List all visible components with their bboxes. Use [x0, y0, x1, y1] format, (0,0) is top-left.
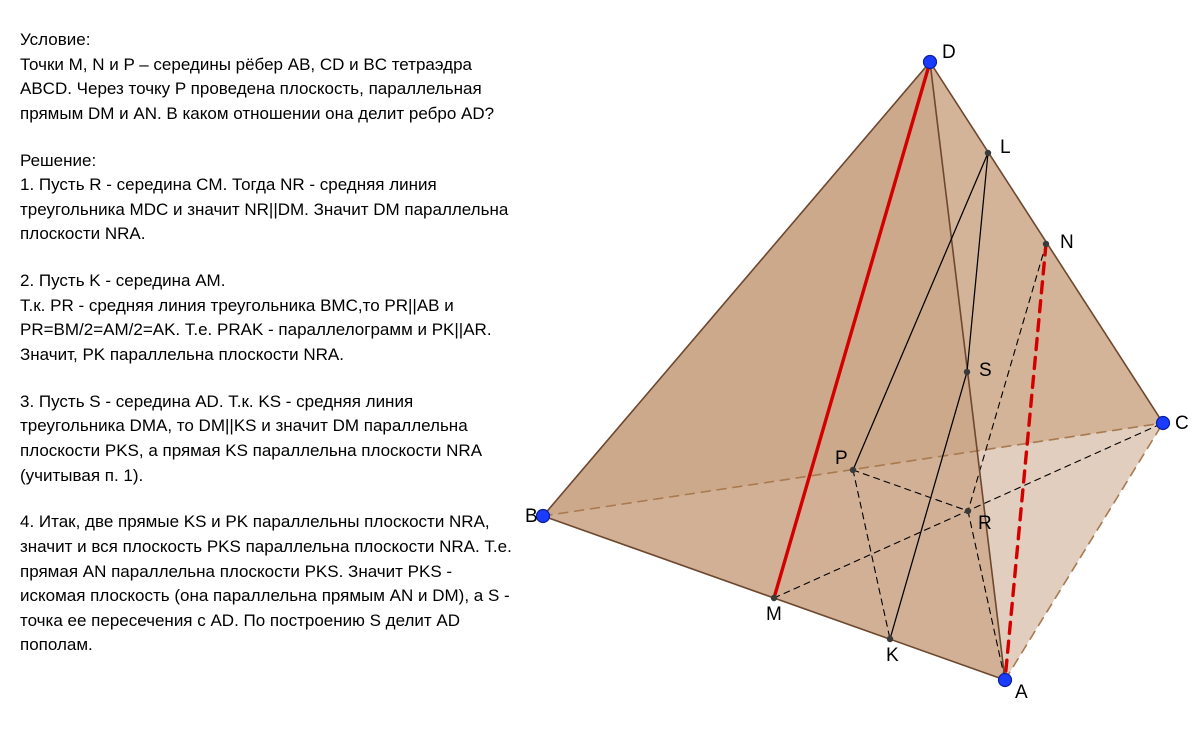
step-1: 1. Пусть R - середина CM. Тогда NR - сре…	[20, 173, 515, 247]
step-2: 2. Пусть K - середина AM. Т.к. PR - сред…	[20, 269, 515, 368]
condition-body: Точки M, N и P – середины рёбер AB, CD и…	[20, 53, 515, 127]
diagram-svg: A B C D M N P K R S L	[515, 0, 1200, 737]
svg-text:K: K	[886, 645, 899, 666]
svg-text:L: L	[1000, 137, 1011, 158]
svg-text:R: R	[978, 513, 992, 534]
svg-text:S: S	[979, 360, 992, 381]
tetrahedron-diagram: A B C D M N P K R S L	[515, 0, 1200, 737]
svg-text:M: M	[766, 604, 782, 625]
svg-text:C: C	[1175, 413, 1189, 434]
solution-header: Решение:	[20, 149, 515, 174]
svg-text:B: B	[525, 506, 538, 527]
svg-text:D: D	[942, 42, 956, 63]
step-4: 4. Итак, две прямые KS и PK параллельны …	[20, 510, 515, 658]
svg-text:P: P	[835, 448, 848, 469]
svg-text:A: A	[1015, 682, 1028, 703]
svg-text:N: N	[1060, 232, 1074, 253]
solution-text: Условие: Точки M, N и P – середины рёбер…	[0, 0, 515, 737]
condition-header: Условие:	[20, 28, 515, 53]
step-3: 3. Пусть S - середина AD. Т.к. KS - сред…	[20, 390, 515, 489]
